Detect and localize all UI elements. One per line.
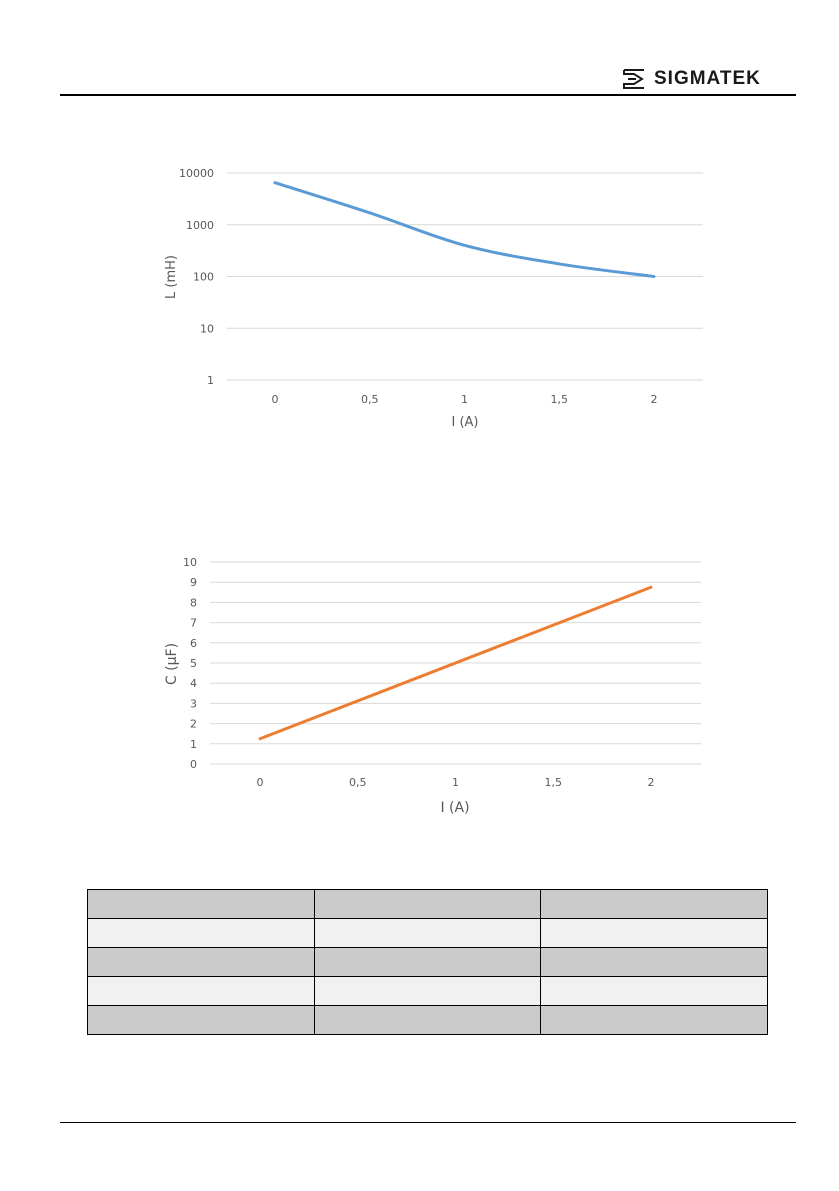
inductance-y-axis-label: L (mH): [164, 255, 179, 299]
logo-text: SIGMATEK: [654, 68, 761, 89]
table-cell: [87, 1005, 315, 1035]
table-cell: [87, 976, 315, 1006]
table-cell: [540, 1005, 768, 1035]
inductance-x-tick-label: 1: [461, 393, 468, 406]
inductance-x-tick-label: 0: [272, 393, 279, 406]
capacitance-y-axis-label: C (µF): [164, 643, 180, 685]
inductance-chart: 1 10 100 1000 10000 0 0,5 1 1,5 2 I (A) L (mH): [164, 167, 703, 430]
table-row: [87, 947, 768, 977]
table-row: [87, 1005, 768, 1035]
capacitance-chart: 0 1 2 3 4 5 6 7 8 9 10 0 0,5 1 1,5 2 I (A) C (µF): [164, 556, 701, 816]
table-row: [87, 976, 768, 1006]
capacitance-series-line: [258, 585, 653, 741]
capacitance-x-tick-label: 2: [648, 776, 655, 789]
inductance-y-tick-label: 1000: [186, 219, 214, 232]
table-cell: [540, 918, 768, 948]
inductance-y-tick-label: 10: [200, 322, 214, 335]
spec-table: [87, 889, 768, 1035]
capacitance-y-tick-label: 0: [190, 758, 197, 771]
footer-divider: [60, 1122, 796, 1123]
table-cell: [87, 918, 315, 948]
table-cell: [313, 976, 542, 1006]
capacitance-x-tick-label: 0: [257, 776, 264, 789]
table-cell: [313, 1005, 542, 1035]
inductance-x-tick-label: 2: [651, 393, 658, 406]
capacitance-y-tick-label: 4: [190, 677, 197, 690]
capacitance-y-tick-label: 6: [190, 637, 197, 650]
table-cell: [540, 976, 768, 1006]
capacitance-x-tick-label: 0,5: [349, 776, 367, 789]
capacitance-y-tick-label: 8: [190, 596, 197, 609]
inductance-x-axis-label: I (A): [451, 415, 478, 430]
table-cell: [540, 947, 768, 977]
sigmatek-logo-icon: [623, 69, 644, 89]
capacitance-y-tick-label: 9: [190, 576, 197, 589]
table-cell: [313, 889, 542, 919]
inductance-y-tick-label: 10000: [179, 167, 214, 180]
sigmatek-logo: SIGMATEK: [622, 67, 798, 91]
capacitance-y-tick-label: 3: [190, 697, 197, 710]
capacitance-y-tick-label: 2: [190, 718, 197, 731]
capacitance-x-axis-label: I (A): [440, 800, 469, 816]
capacitance-x-tick-label: 1,5: [545, 776, 563, 789]
table-row: [87, 889, 768, 919]
table-cell: [313, 918, 542, 948]
inductance-x-tick-label: 0,5: [361, 393, 379, 406]
table-cell: [313, 947, 542, 977]
capacitance-x-tick-label: 1: [452, 776, 459, 789]
inductance-series-line: [273, 181, 656, 278]
inductance-y-tick-label: 1: [207, 374, 214, 387]
table-cell: [87, 947, 315, 977]
capacitance-y-tick-label: 10: [183, 556, 197, 569]
table-row: [87, 918, 768, 948]
inductance-y-tick-label: 100: [193, 271, 214, 284]
capacitance-y-tick-label: 7: [190, 617, 197, 630]
inductance-x-tick-label: 1,5: [551, 393, 569, 406]
header-divider: [60, 94, 796, 96]
table-cell: [87, 889, 315, 919]
table-cell: [540, 889, 768, 919]
capacitance-y-tick-label: 1: [190, 738, 197, 751]
capacitance-y-tick-label: 5: [190, 657, 197, 670]
